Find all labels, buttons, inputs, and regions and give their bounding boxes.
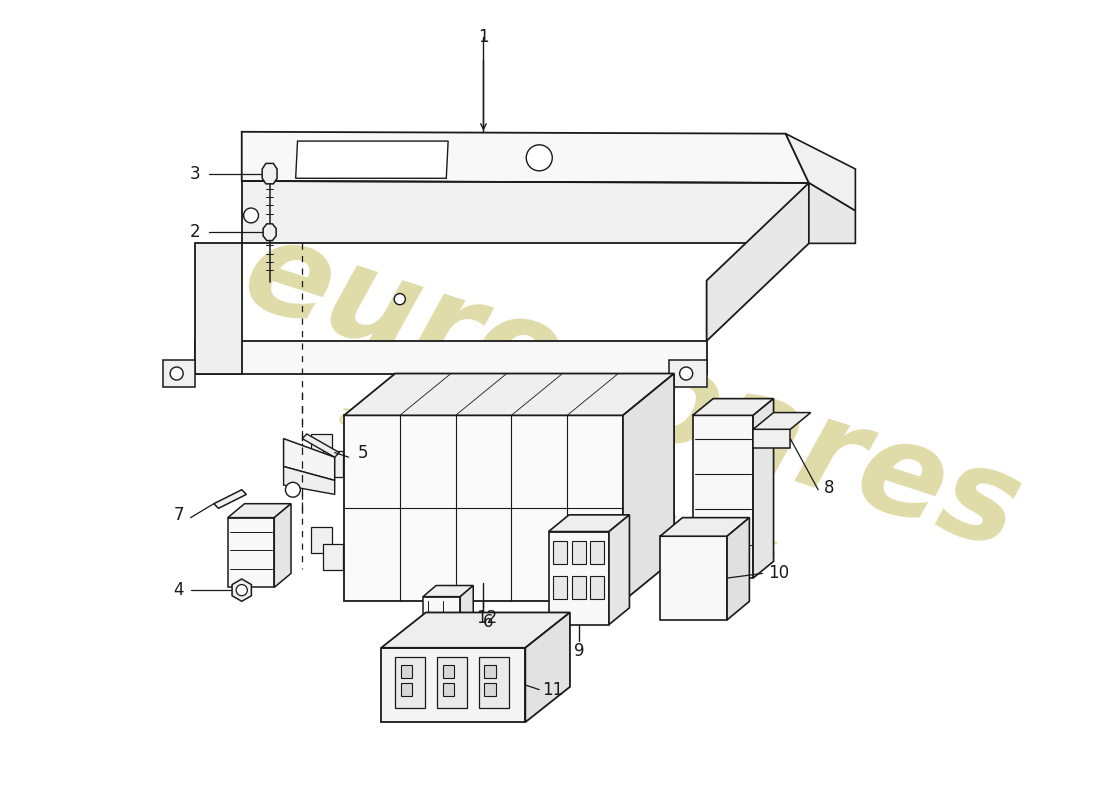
- Circle shape: [526, 145, 552, 171]
- Polygon shape: [693, 415, 754, 578]
- Bar: [400, 683, 411, 696]
- Polygon shape: [344, 374, 674, 415]
- Bar: [400, 665, 411, 678]
- Bar: [311, 434, 332, 460]
- Polygon shape: [242, 132, 808, 183]
- Polygon shape: [263, 224, 276, 241]
- Bar: [442, 683, 453, 696]
- Text: eurospares: eurospares: [229, 208, 1036, 576]
- Bar: [395, 657, 425, 708]
- Polygon shape: [232, 579, 252, 602]
- Polygon shape: [549, 515, 629, 531]
- Polygon shape: [785, 134, 856, 211]
- Polygon shape: [228, 518, 274, 587]
- Bar: [591, 576, 604, 599]
- Bar: [572, 541, 585, 564]
- Polygon shape: [382, 613, 570, 648]
- Circle shape: [236, 585, 248, 596]
- Circle shape: [243, 208, 258, 223]
- Text: 11: 11: [541, 681, 563, 698]
- Polygon shape: [228, 504, 292, 518]
- Text: 10: 10: [769, 565, 790, 582]
- Polygon shape: [754, 430, 790, 448]
- Text: 12: 12: [476, 609, 498, 627]
- Polygon shape: [693, 398, 773, 415]
- Bar: [322, 544, 343, 570]
- Bar: [484, 665, 496, 678]
- Polygon shape: [660, 536, 727, 620]
- Polygon shape: [609, 515, 629, 625]
- Polygon shape: [344, 415, 623, 602]
- Polygon shape: [382, 648, 526, 722]
- Bar: [591, 541, 604, 564]
- Bar: [553, 576, 568, 599]
- Polygon shape: [424, 586, 473, 597]
- Circle shape: [285, 482, 300, 497]
- Polygon shape: [727, 518, 749, 620]
- Polygon shape: [754, 413, 811, 430]
- Bar: [478, 657, 508, 708]
- Text: 5: 5: [358, 443, 367, 462]
- Bar: [311, 527, 332, 553]
- Circle shape: [170, 367, 184, 380]
- Bar: [572, 576, 585, 599]
- Bar: [437, 657, 466, 708]
- Polygon shape: [296, 141, 448, 178]
- Polygon shape: [660, 518, 749, 536]
- Text: 3: 3: [190, 165, 200, 182]
- Polygon shape: [195, 341, 706, 374]
- Polygon shape: [163, 359, 195, 387]
- Polygon shape: [274, 504, 292, 587]
- Polygon shape: [284, 466, 334, 494]
- Text: 1: 1: [478, 28, 488, 46]
- Polygon shape: [526, 613, 570, 722]
- Circle shape: [394, 294, 406, 305]
- Polygon shape: [424, 597, 460, 643]
- Polygon shape: [754, 398, 773, 578]
- Text: 2: 2: [190, 223, 200, 242]
- Polygon shape: [302, 434, 340, 458]
- Bar: [553, 541, 568, 564]
- Text: 9: 9: [574, 642, 584, 659]
- Bar: [322, 450, 343, 477]
- Circle shape: [680, 367, 693, 380]
- Polygon shape: [242, 181, 808, 243]
- Text: 4: 4: [174, 581, 184, 599]
- Polygon shape: [195, 243, 242, 374]
- Polygon shape: [262, 163, 277, 184]
- Text: 7: 7: [174, 506, 184, 524]
- Polygon shape: [706, 183, 808, 341]
- Text: a passion for parts since 1985: a passion for parts since 1985: [334, 400, 782, 570]
- Polygon shape: [808, 183, 856, 243]
- Bar: [442, 665, 453, 678]
- Text: 6: 6: [483, 613, 494, 630]
- Bar: [484, 683, 496, 696]
- Polygon shape: [213, 490, 246, 508]
- Text: 8: 8: [824, 479, 835, 497]
- Polygon shape: [670, 359, 706, 387]
- Polygon shape: [623, 374, 674, 602]
- Polygon shape: [549, 531, 609, 625]
- Polygon shape: [460, 586, 473, 643]
- Polygon shape: [284, 438, 334, 481]
